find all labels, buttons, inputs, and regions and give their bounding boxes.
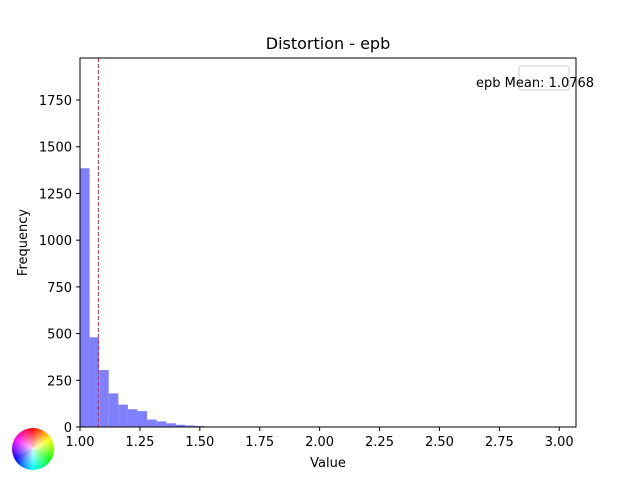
histogram-bar <box>99 370 109 427</box>
legend-box <box>518 65 570 91</box>
x-axis-title: Value <box>310 456 346 471</box>
histogram-bar <box>175 424 186 427</box>
legend: epb Mean: 1.0768 <box>476 65 594 91</box>
histogram-bar <box>185 425 196 427</box>
legend-label: epb Mean: 1.0768 <box>476 76 594 91</box>
x-tick-label: 1.25 <box>125 435 154 450</box>
x-tick-label: 1.50 <box>185 435 214 450</box>
y-tick-label: 750 <box>47 281 72 296</box>
y-tick-label: 1500 <box>39 141 72 156</box>
x-tick-label: 2.00 <box>305 435 334 450</box>
y-tick-label: 0 <box>64 421 72 436</box>
chart-title: Distortion - epb <box>266 34 391 53</box>
histogram-bar <box>108 393 119 427</box>
bars-group <box>80 168 205 427</box>
axes-frame <box>79 57 577 428</box>
x-tick-label: 2.75 <box>485 435 514 450</box>
x-tick-label: 1.75 <box>245 435 274 450</box>
x-axis: 1.00 1.25 1.50 1.75 2.00 2.25 2.50 2.75 3.00 <box>66 427 574 450</box>
y-tick-label: 500 <box>47 328 72 343</box>
y-axis-title: Frequency <box>16 209 31 276</box>
histogram-bar <box>127 409 138 427</box>
histogram-bar <box>118 404 128 427</box>
color-wheel-icon <box>12 428 54 470</box>
histogram-bar <box>80 168 90 427</box>
histogram-bar <box>147 419 157 427</box>
y-tick-label: 1750 <box>39 94 72 109</box>
histogram-bar <box>89 337 100 427</box>
y-tick-label: 250 <box>47 374 72 389</box>
histogram-bar <box>156 421 167 427</box>
x-tick-label: 2.25 <box>365 435 394 450</box>
histogram-bar <box>166 423 176 427</box>
y-tick-label: 1000 <box>39 234 72 249</box>
histogram-bar <box>137 411 148 427</box>
y-tick-label: 1250 <box>39 187 72 202</box>
x-tick-label: 2.50 <box>425 435 454 450</box>
x-tick-label: 3.00 <box>545 435 574 450</box>
y-axis: 0 250 500 750 1000 1250 1500 1750 <box>39 94 80 436</box>
x-tick-label: 1.00 <box>66 435 95 450</box>
